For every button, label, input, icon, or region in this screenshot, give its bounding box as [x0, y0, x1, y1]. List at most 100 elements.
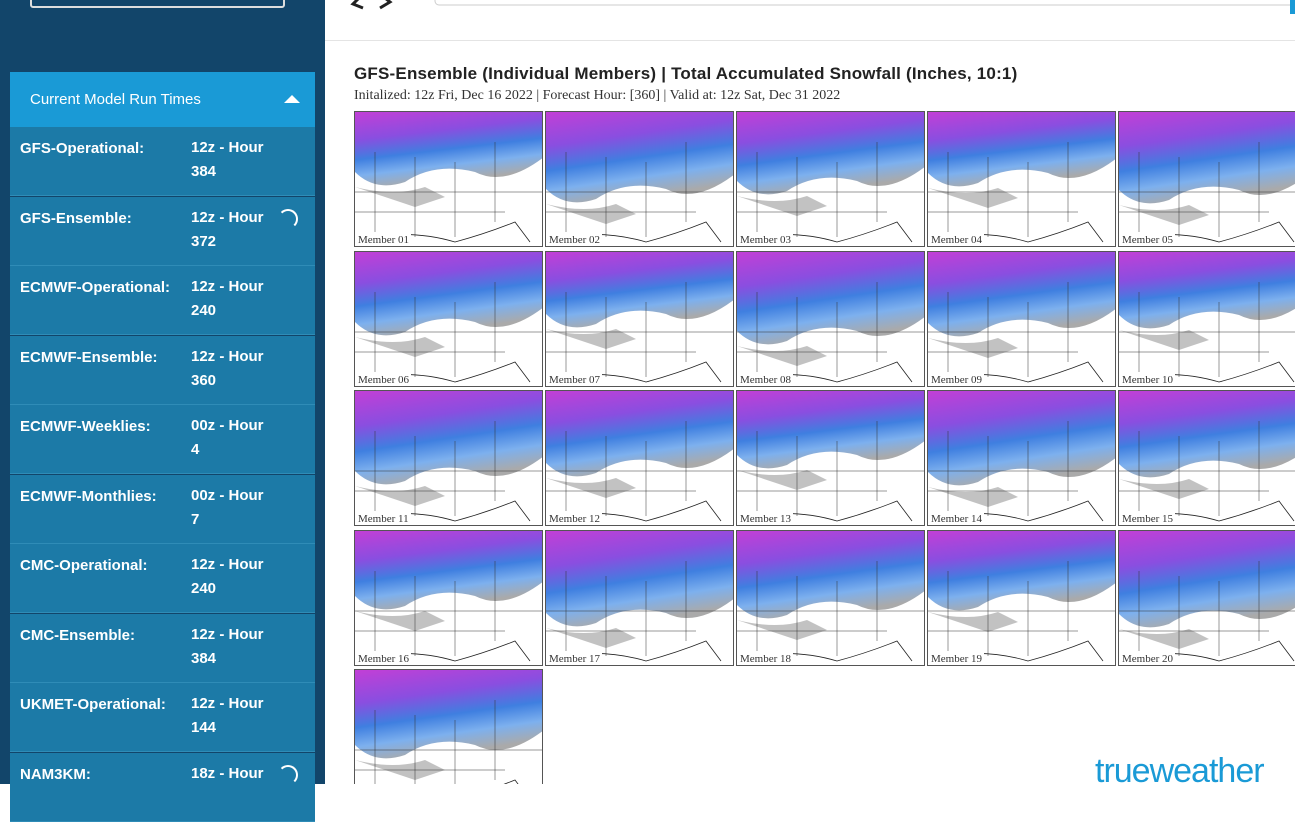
member-label: Member 08 — [738, 373, 794, 386]
member-map[interactable] — [354, 669, 543, 784]
model-row: ECMWF-Weeklies: 00z - Hour 4 — [10, 405, 315, 474]
map-image — [737, 530, 924, 661]
nav-bar — [325, 0, 1295, 41]
model-name: ECMWF-Ensemble: — [20, 348, 158, 366]
region-select[interactable]: CONUS — [30, 0, 285, 8]
map-image — [1119, 251, 1295, 382]
sidebar: CONUS Current Model Run Times GFS-Operat… — [0, 0, 325, 822]
model-row: NAM3KM: 18z - Hour — [10, 752, 315, 822]
member-map[interactable]: Member 01 — [354, 111, 543, 247]
map-image — [355, 670, 542, 784]
member-label: Member 07 — [547, 373, 603, 386]
member-label: Member 06 — [356, 373, 412, 386]
prev-arrow[interactable] — [350, 0, 364, 10]
member-map[interactable]: Member 12 — [545, 390, 734, 526]
map-image — [355, 251, 542, 382]
map-subtitle: Initalized: 12z Fri, Dec 16 2022 | Forec… — [354, 88, 841, 103]
model-row: ECMWF-Ensemble: 12z - Hour 360 — [10, 335, 315, 405]
member-map[interactable]: Member 18 — [736, 529, 925, 666]
map-image — [1119, 530, 1295, 661]
member-map[interactable]: Member 05 — [1118, 111, 1295, 247]
run-time: 12z - Hour 372 — [191, 208, 264, 250]
map-image — [546, 530, 733, 661]
member-label: Member 13 — [738, 513, 794, 525]
model-name: ECMWF-Monthlies: — [20, 487, 157, 505]
member-map[interactable]: Member 06 — [354, 250, 543, 387]
member-label: Member 10 — [1120, 373, 1176, 386]
member-label: Member 04 — [929, 234, 985, 246]
member-label: Member 15 — [1120, 513, 1176, 525]
map-image — [355, 112, 542, 243]
model-name: CMC-Operational: — [20, 557, 148, 574]
member-map[interactable]: Member 20 — [1118, 529, 1295, 666]
panel-title: Current Model Run Times — [30, 91, 201, 108]
model-name: GFS-Ensemble: — [20, 209, 132, 227]
button[interactable] — [1290, 0, 1295, 14]
model-row: UKMET-Operational: 12z - Hour 144 — [10, 683, 315, 752]
run-time: 00z - Hour 7 — [191, 486, 264, 528]
model-row: GFS-Operational: 12z - Hour 384 — [10, 127, 315, 196]
model-row: CMC-Operational: 12z - Hour 240 — [10, 544, 315, 613]
run-time: 12z - Hour 360 — [191, 347, 264, 389]
loading-spinner — [278, 208, 298, 229]
run-time: 12z - Hour 240 — [191, 556, 264, 597]
map-image — [928, 530, 1115, 661]
member-map[interactable]: Member 10 — [1118, 250, 1295, 387]
member-map[interactable]: Member 02 — [545, 111, 734, 247]
logo: trueweather — [1095, 752, 1265, 784]
model-name: ECMWF-Weeklies: — [20, 418, 151, 435]
member-label: Member 19 — [929, 652, 985, 665]
map-image — [737, 391, 924, 522]
map-image — [355, 530, 542, 661]
member-map[interactable]: Member 17 — [545, 529, 734, 666]
model-name: UKMET-Operational: — [20, 696, 166, 713]
member-map[interactable]: Member 03 — [736, 111, 925, 247]
member-label: Member 12 — [547, 513, 603, 525]
member-map[interactable]: Member 14 — [927, 390, 1116, 526]
map-image — [355, 391, 542, 522]
map-image — [737, 251, 924, 382]
member-label: Member 01 — [356, 234, 412, 246]
member-label: Member 16 — [356, 652, 412, 665]
member-map[interactable]: Member 13 — [736, 390, 925, 526]
main: GFS-Ensemble (Individual Members) | Tota… — [325, 0, 1295, 784]
member-map[interactable]: Member 04 — [927, 111, 1116, 247]
loading-spinner — [278, 764, 298, 785]
panel-header[interactable]: Current Model Run Times — [10, 72, 315, 127]
run-time: 12z - Hour 384 — [191, 625, 264, 667]
map-image — [928, 251, 1115, 382]
member-map[interactable]: Member 15 — [1118, 390, 1295, 526]
member-label: Member 17 — [547, 652, 603, 665]
map-image — [546, 112, 733, 243]
member-label: Member 03 — [738, 234, 794, 246]
map-title: GFS-Ensemble (Individual Members) | Tota… — [354, 64, 1018, 83]
member-map[interactable]: Member 16 — [354, 529, 543, 666]
run-time: 18z - Hour — [191, 764, 264, 782]
run-time: 12z - Hour 240 — [191, 278, 264, 319]
member-label: Member 09 — [929, 373, 985, 386]
member-map[interactable]: Member 09 — [927, 250, 1116, 387]
map-image — [737, 112, 924, 243]
map-image — [546, 251, 733, 382]
model-row: CMC-Ensemble: 12z - Hour 384 — [10, 613, 315, 683]
member-label: Member 11 — [356, 513, 411, 525]
member-label: Member 20 — [1120, 652, 1176, 665]
map-image — [546, 391, 733, 522]
member-label: Member 14 — [929, 513, 985, 525]
member-map[interactable]: Member 19 — [927, 529, 1116, 666]
run-time: 12z - Hour 384 — [191, 139, 264, 180]
next-arrow[interactable] — [379, 0, 393, 10]
search-box[interactable] — [434, 0, 1295, 6]
member-map[interactable]: Member 11 — [354, 390, 543, 526]
run-time: 12z - Hour 144 — [191, 695, 264, 736]
member-map[interactable]: Member 07 — [545, 250, 734, 387]
model-name: GFS-Operational: — [20, 140, 145, 157]
model-row: GFS-Ensemble: 12z - Hour 372 — [10, 196, 315, 266]
member-map[interactable]: Member 08 — [736, 250, 925, 387]
model-row: ECMWF-Operational: 12z - Hour 240 — [10, 266, 315, 335]
map-image — [1119, 112, 1295, 243]
model-name: CMC-Ensemble: — [20, 626, 136, 644]
collapse-icon — [284, 95, 300, 103]
model-row: ECMWF-Monthlies: 00z - Hour 7 — [10, 474, 315, 544]
